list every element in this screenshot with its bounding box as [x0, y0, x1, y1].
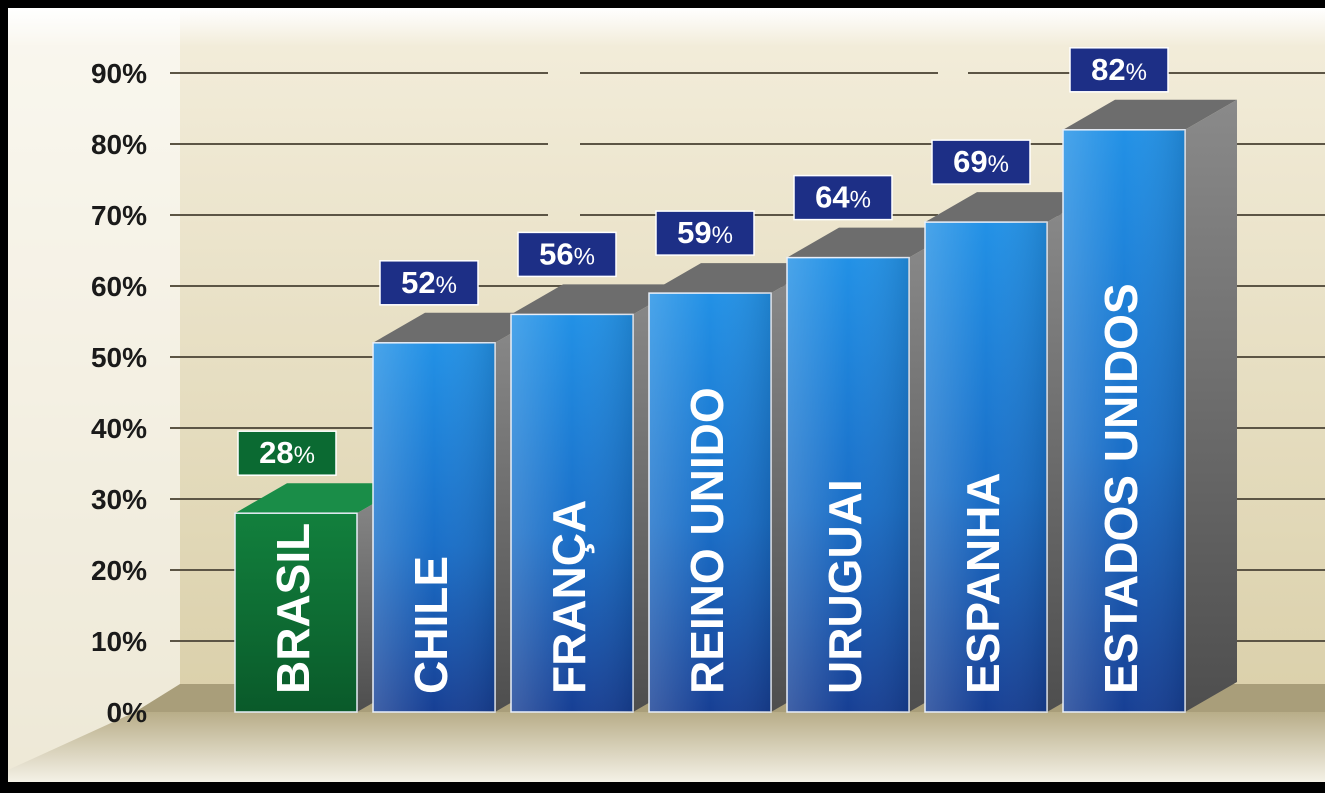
y-tick-label: 40% [91, 413, 147, 444]
bar-group: URUGUAI 64% [786, 174, 961, 713]
bar-sheen [1063, 129, 1185, 713]
category-label: BRASIL [267, 523, 319, 694]
floor-surface [8, 712, 1325, 782]
bar-top-face [235, 483, 409, 514]
bar-top-face [373, 312, 547, 343]
category-label: URUGUAI [819, 479, 871, 694]
value-label-box [1069, 47, 1169, 93]
value-label-box [517, 231, 617, 278]
category-label: ESTADOS UNIDOS [1095, 283, 1147, 694]
bars: BRASIL 28% CHILE 52% FRANÇA 56% REINO UNIDO 59%… [234, 47, 1237, 713]
bar-group: ESTADOS UNIDOS 82% [1062, 47, 1237, 713]
bar-sheen [925, 222, 1047, 712]
bar-top-face [787, 227, 961, 258]
y-tick-label: 10% [91, 626, 147, 657]
bar-top-face [649, 263, 823, 294]
value-label-box [931, 139, 1031, 185]
bar-top-face [1063, 99, 1237, 130]
left-wall-shadow [8, 8, 180, 782]
y-axis-ticks: 0% 10% 20% 30% 40% 50% 60% 70% 80% 90% [91, 58, 147, 728]
y-tick-label: 30% [91, 484, 147, 515]
bar-sheen [787, 257, 909, 712]
value-label: 56% [539, 236, 595, 271]
value-label-box [655, 210, 755, 256]
value-label: 82% [1091, 52, 1147, 87]
bar-group: ESPANHA 69% [924, 139, 1099, 713]
bar-top-face [511, 284, 685, 315]
category-label: FRANÇA [543, 500, 595, 694]
y-tick-label: 80% [91, 129, 147, 160]
value-label: 69% [953, 144, 1009, 179]
value-label-box [379, 260, 479, 306]
bar-top-face [925, 192, 1099, 223]
y-tick-label: 20% [91, 555, 147, 586]
bar-sheen [649, 293, 771, 712]
bar [234, 512, 358, 713]
y-tick-label: 90% [91, 58, 147, 89]
bar-sheen [373, 342, 495, 712]
value-label: 59% [677, 215, 733, 250]
category-label: REINO UNIDO [681, 387, 733, 694]
value-label: 64% [815, 180, 871, 215]
category-label: ESPANHA [957, 472, 1009, 694]
bar-group: CHILE 52% [372, 260, 547, 713]
y-tick-label: 50% [91, 342, 147, 373]
y-tick-label: 70% [91, 200, 147, 231]
y-tick-label: 60% [91, 271, 147, 302]
category-label: CHILE [405, 556, 457, 694]
bar-sheen [511, 314, 633, 712]
value-label-box [237, 430, 337, 476]
bar-side-face [1185, 99, 1237, 713]
value-label: 28% [259, 435, 315, 470]
value-label-box [793, 174, 893, 221]
value-label: 52% [401, 265, 457, 300]
y-tick-label: 0% [107, 697, 148, 728]
